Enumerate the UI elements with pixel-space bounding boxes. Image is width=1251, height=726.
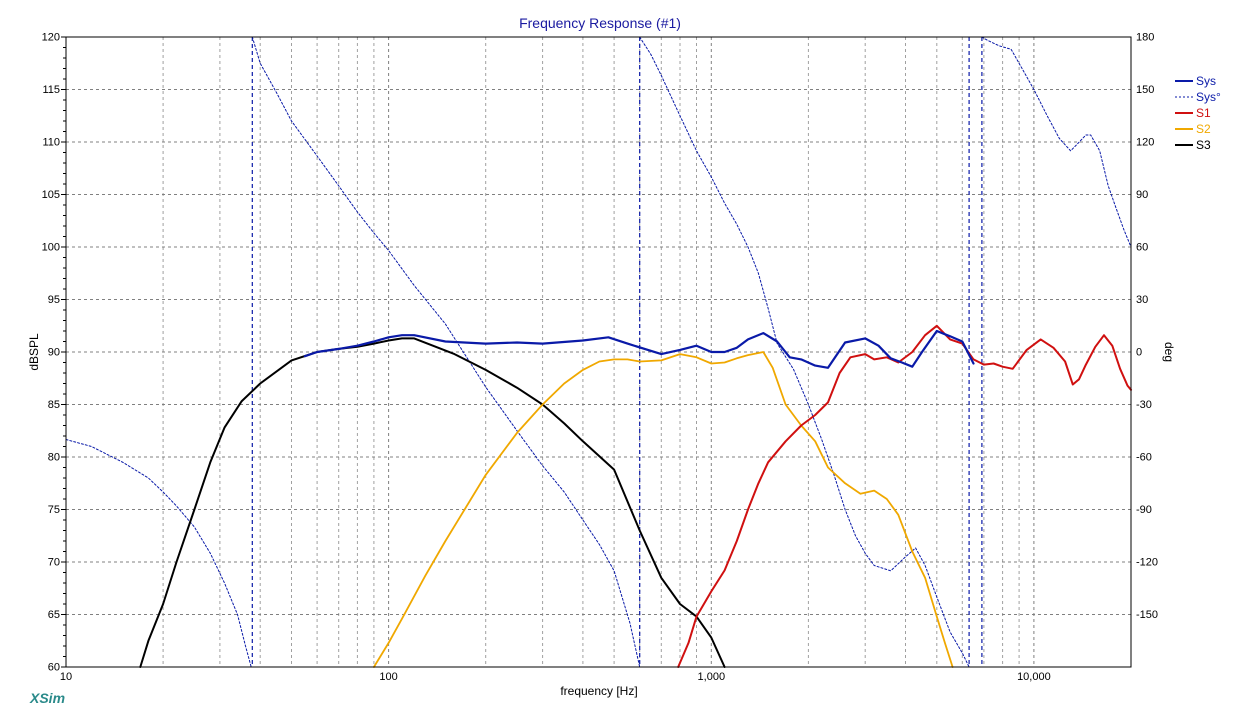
x-tick-label: 100 <box>379 671 397 683</box>
y2-tick-label: -30 <box>1136 399 1152 411</box>
y2-tick-label: 0 <box>1136 347 1142 359</box>
y-tick-label: 75 <box>48 504 60 516</box>
chart-title: Frequency Response (#1) <box>519 15 681 31</box>
series-line-sys-phase <box>65 439 252 668</box>
axis-labels: 6065707580859095100105110115120-150-120-… <box>42 32 1158 684</box>
x-tick-label: 10,000 <box>1017 671 1051 683</box>
legend: Sys Sys° S1 S2 S3 <box>1175 74 1221 152</box>
y-tick-label: 70 <box>48 557 60 569</box>
x-tick-label: 10 <box>60 671 72 683</box>
series-line-sys <box>303 329 975 369</box>
series-layer <box>65 36 1132 668</box>
series-line-sys-phase <box>981 36 1132 248</box>
y2-tick-label: -120 <box>1136 557 1158 569</box>
y2-tick-label: 150 <box>1136 84 1154 96</box>
plot-frame <box>65 36 1132 668</box>
y-tick-label: 105 <box>42 189 60 201</box>
y2-tick-label: -90 <box>1136 504 1152 516</box>
y2-axis-label: deg <box>1162 342 1176 362</box>
y-tick-label: 115 <box>42 84 60 96</box>
series-line-sys-phase <box>251 36 641 668</box>
y-axis-label: dBSPL <box>27 333 41 371</box>
series-line-s2 <box>373 351 954 668</box>
y2-tick-label: 120 <box>1136 137 1154 149</box>
y2-tick-label: 30 <box>1136 294 1148 306</box>
x-tick-label: 1,000 <box>698 671 726 683</box>
y2-tick-label: -150 <box>1136 609 1158 621</box>
legend-label: Sys <box>1196 74 1216 88</box>
y2-tick-label: 180 <box>1136 32 1154 44</box>
y-tick-label: 120 <box>42 32 60 44</box>
legend-label: S1 <box>1196 106 1211 120</box>
y2-tick-label: 60 <box>1136 242 1148 254</box>
series-line-s3 <box>139 337 726 668</box>
y-tick-label: 80 <box>48 452 60 464</box>
y-tick-label: 85 <box>48 399 60 411</box>
y-tick-label: 110 <box>42 137 60 149</box>
grid <box>61 36 1131 668</box>
xsim-logo: XSim <box>29 690 65 706</box>
legend-label: S2 <box>1196 122 1211 136</box>
y-tick-label: 65 <box>48 609 60 621</box>
series-line-sys-phase <box>639 36 970 668</box>
y2-tick-label: -60 <box>1136 452 1152 464</box>
y-tick-label: 100 <box>42 242 60 254</box>
x-axis-label: frequency [Hz] <box>560 684 637 698</box>
series-line-s1 <box>677 324 1132 668</box>
y2-tick-label: 90 <box>1136 189 1148 201</box>
legend-label: S3 <box>1196 138 1211 152</box>
y-tick-label: 90 <box>48 347 60 359</box>
y-tick-label: 60 <box>48 662 60 674</box>
legend-label: Sys° <box>1196 90 1221 104</box>
y-tick-label: 95 <box>48 294 60 306</box>
